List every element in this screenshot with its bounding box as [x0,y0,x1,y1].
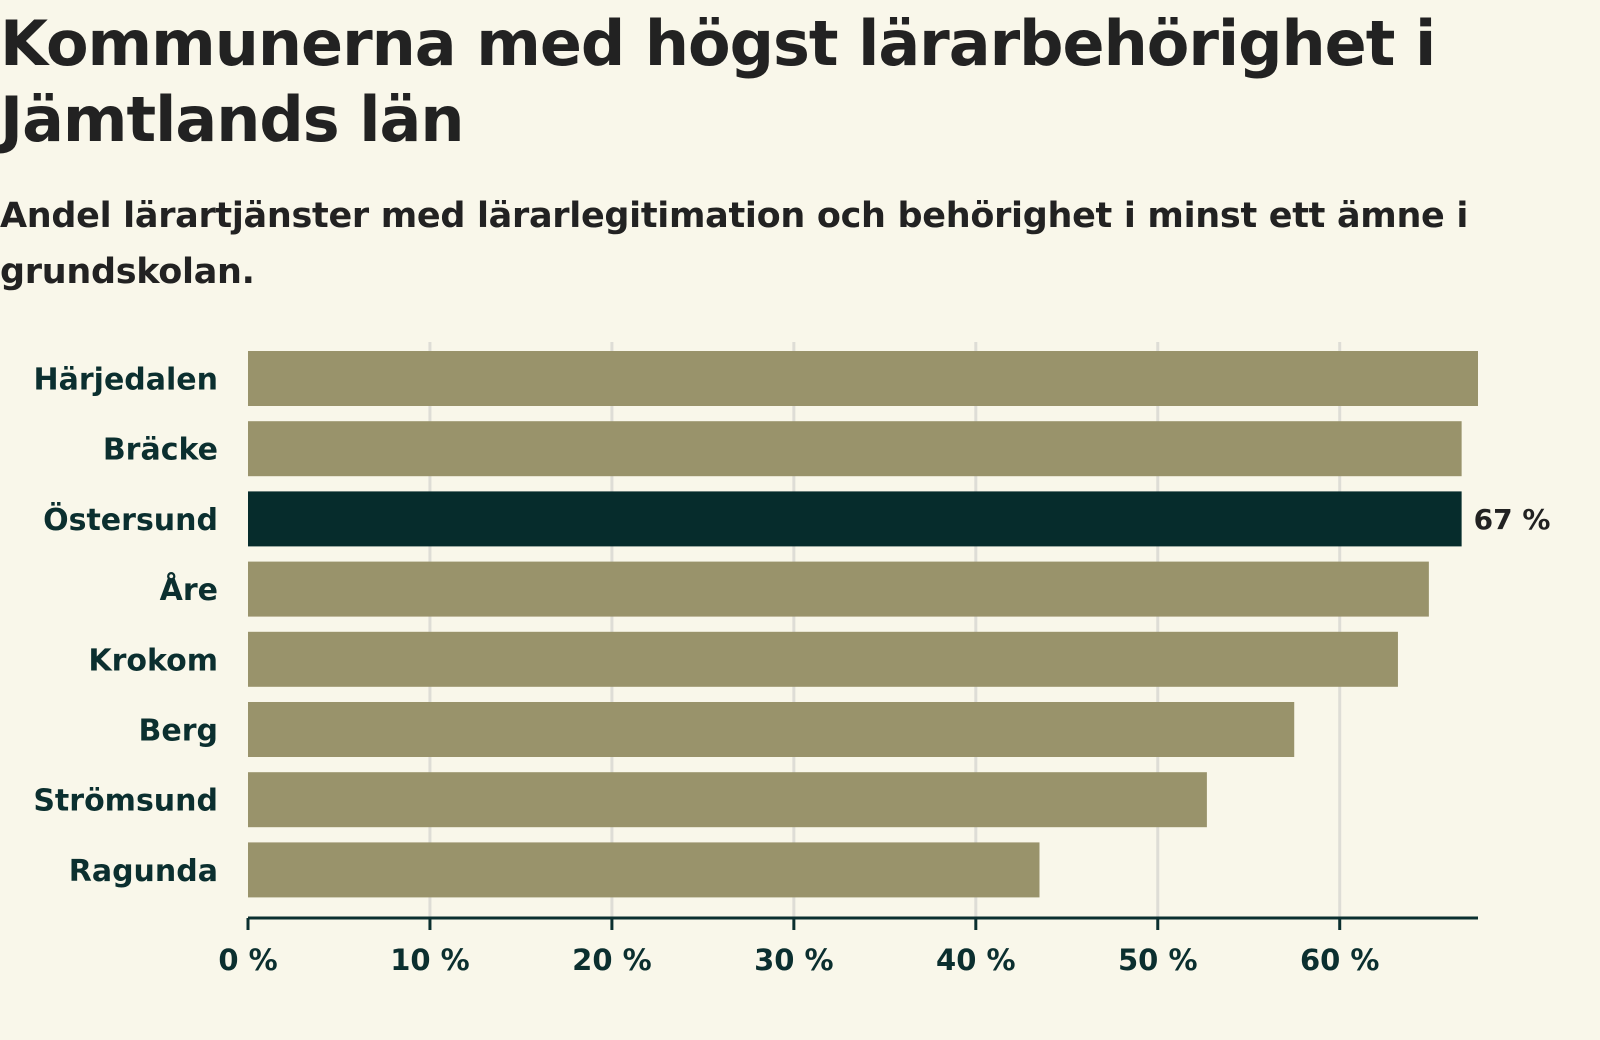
bar-krokom[interactable] [248,631,1398,687]
value-label-ostersund: 67 % [1474,503,1551,536]
bar-bracke[interactable] [248,421,1462,477]
x-tick-label-10: 10 % [390,943,470,977]
category-label-ragunda: Ragunda [69,854,218,889]
bar-are[interactable] [248,561,1429,617]
x-tick-label-50: 50 % [1118,943,1198,977]
category-label-stromsund: Strömsund [33,784,218,819]
category-label-are: Åre [160,571,218,608]
category-label-bracke: Bräcke [103,433,218,468]
category-label-harjedalen: Härjedalen [34,363,218,398]
category-label-ostersund: Östersund [43,501,218,538]
bar-berg[interactable] [248,702,1295,757]
bar-chart: 0 % 10 % 20 % 30 % 40 % 50 % 60 % Härjedalen Br… [33,342,1550,977]
x-tick-label-20: 20 % [572,943,652,977]
chart-title: Kommunerna med högst lärarbehörighet i J… [0,7,1436,156]
bars [248,351,1478,898]
x-axis: 0 % 10 % 20 % 30 % 40 % 50 % 60 % [218,916,1478,977]
chart-subtitle: Andel lärartjänster med lärarlegitimatio… [0,196,1469,292]
category-labels: Härjedalen Bräcke Östersund 67 % Åre Krokom Be… [33,363,1550,889]
x-tick-label-60: 60 % [1300,943,1380,977]
x-tick-label-40: 40 % [936,943,1016,977]
bar-harjedalen[interactable] [248,351,1478,406]
x-tick-label-0: 0 % [218,943,277,977]
x-tick-label-30: 30 % [754,943,834,977]
category-label-berg: Berg [139,714,218,749]
bar-ragunda[interactable] [248,842,1040,898]
bar-stromsund[interactable] [248,772,1207,828]
category-label-krokom: Krokom [88,643,218,678]
bar-ostersund[interactable] [248,491,1462,547]
